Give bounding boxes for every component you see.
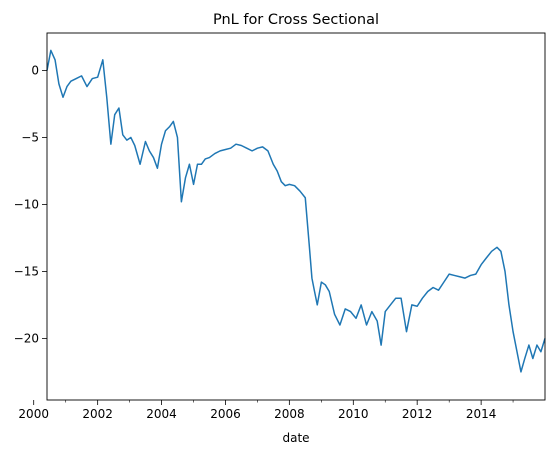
x-tick-label: 2014 (466, 407, 497, 421)
x-tick-label: 2004 (146, 407, 177, 421)
plot-area (46, 49, 546, 373)
y-tick-label: 0 (31, 64, 39, 78)
y-tick-label: −10 (14, 197, 39, 211)
chart-title: PnL for Cross Sectional (213, 12, 379, 28)
y-axis: 0 −5 −10 −15 −20 (14, 64, 47, 345)
x-tick-label: 2000 (18, 407, 49, 421)
x-tick-label: 2010 (338, 407, 369, 421)
y-tick-label: −15 (14, 264, 39, 278)
y-tick-label: −20 (14, 331, 39, 345)
x-tick-label: 2012 (402, 407, 433, 421)
x-tick-label: 2006 (210, 407, 241, 421)
x-axis-label: date (282, 431, 309, 445)
y-tick-label: −5 (21, 130, 39, 144)
pnl-series-line (46, 49, 546, 373)
x-axis: 2000 2002 2004 2006 2008 2010 2012 2014 (18, 400, 514, 421)
x-tick-label: 2002 (82, 407, 113, 421)
plot-frame (46, 32, 546, 401)
x-tick-label: 2008 (274, 407, 305, 421)
